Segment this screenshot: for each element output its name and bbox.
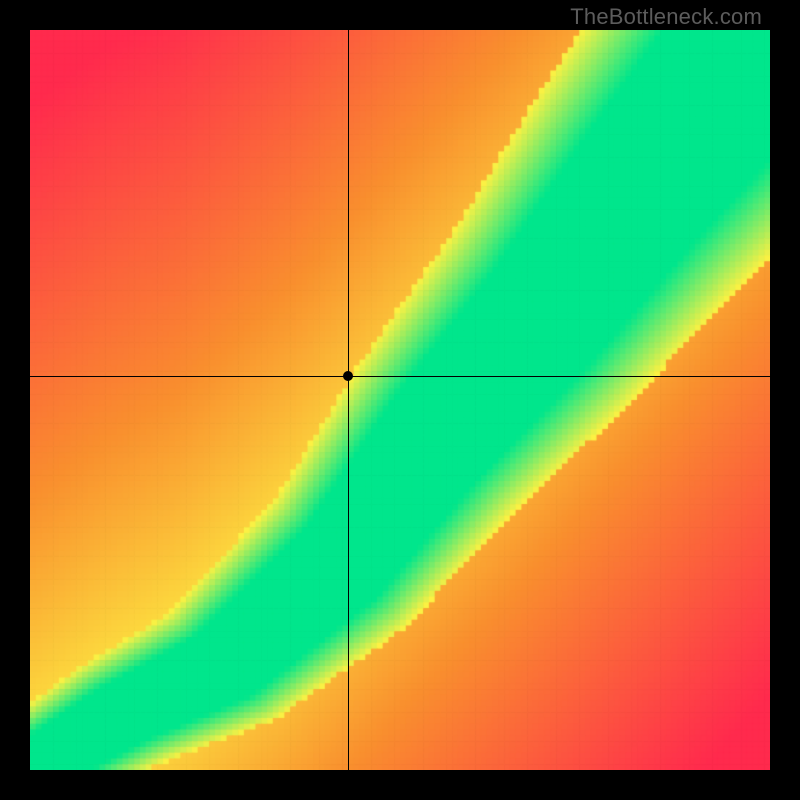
bottleneck-heatmap bbox=[30, 30, 770, 770]
watermark-text: TheBottleneck.com bbox=[570, 4, 762, 30]
plot-frame bbox=[30, 30, 770, 770]
